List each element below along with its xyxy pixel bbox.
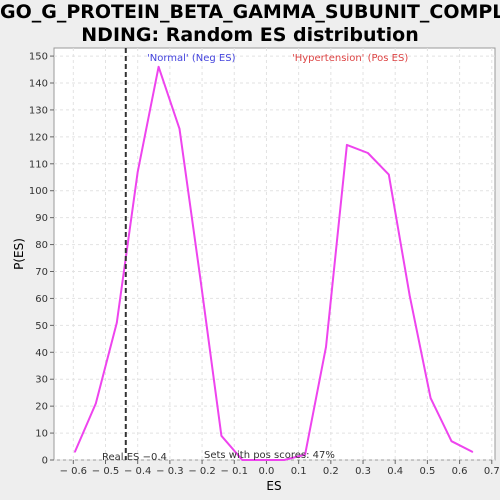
data-point — [304, 453, 306, 456]
y-tick-label: 60 — [35, 294, 48, 305]
data-point — [408, 294, 411, 297]
x-axis-label: ES — [266, 479, 281, 493]
data-point — [471, 451, 474, 453]
data-point — [346, 144, 348, 146]
y-tick-label: 30 — [35, 375, 48, 386]
y-tick-label: 140 — [29, 79, 48, 90]
x-tick-label: − 0.5 — [92, 466, 119, 477]
x-tick-label: 0.0 — [258, 466, 274, 477]
x-tick-label: − 0.3 — [156, 466, 183, 477]
y-tick-label: 20 — [35, 402, 48, 413]
x-tick-label: 0.1 — [291, 466, 307, 477]
y-axis: 0 10 20 30 40 50 60 70 80 90 100 110 120 130 140 150 — [29, 52, 54, 467]
y-tick-label: 80 — [35, 240, 48, 251]
series-group — [73, 65, 474, 461]
y-tick-label: 0 — [42, 456, 48, 467]
neg-es-label: 'Normal' (Neg ES) — [147, 53, 236, 64]
data-point — [450, 440, 453, 442]
x-tick-label: 0.7 — [484, 466, 500, 477]
data-point — [74, 451, 76, 453]
real-es-label: Real ES −0.4 — [102, 452, 167, 463]
y-tick-label: 110 — [29, 159, 48, 170]
data-point — [136, 171, 139, 173]
data-point — [95, 402, 97, 405]
data-point — [262, 459, 265, 461]
x-tick-label: 0.5 — [419, 466, 435, 477]
chart-title-line-2: NDING: Random ES distribution — [81, 24, 419, 46]
x-tick-label: 0.4 — [387, 466, 403, 477]
pos-scores-label: Sets with pos scores: 47% — [204, 450, 335, 461]
x-tick-label: 0.2 — [323, 466, 339, 477]
x-tick-label: − 0.2 — [188, 466, 215, 477]
data-point — [199, 278, 202, 281]
y-axis-label: P(ES) — [12, 238, 26, 270]
y-tick-label: 120 — [29, 132, 48, 143]
y-tick-label: 70 — [35, 267, 48, 278]
data-point — [178, 127, 181, 130]
data-point — [367, 152, 369, 154]
data-point — [241, 459, 244, 461]
data-point — [283, 459, 285, 461]
chart-title-line-1: GO_G_PROTEIN_BETA_GAMMA_SUBUNIT_COMPLEX_… — [0, 1, 500, 23]
y-tick-label: 40 — [35, 348, 48, 359]
y-tick-label: 150 — [29, 52, 48, 63]
data-point — [429, 397, 432, 399]
plot-area — [53, 47, 496, 461]
chart-title: GO_G_PROTEIN_BETA_GAMMA_SUBUNIT_COMPLEX_… — [0, 1, 500, 47]
y-tick-label: 10 — [35, 429, 48, 440]
x-tick-label: − 0.4 — [124, 466, 151, 477]
data-point — [387, 173, 390, 176]
data-point — [325, 346, 327, 348]
data-point — [157, 66, 160, 68]
x-tick-label: − 0.1 — [221, 466, 248, 477]
y-tick-label: 50 — [35, 321, 48, 332]
y-tick-label: 130 — [29, 105, 48, 116]
es-distribution-line — [73, 65, 473, 461]
data-point — [220, 434, 223, 437]
y-tick-label: 100 — [29, 186, 48, 197]
x-tick-label: − 0.6 — [60, 466, 87, 477]
y-tick-label: 90 — [35, 213, 48, 224]
pos-es-label: 'Hypertension' (Pos ES) — [292, 53, 408, 64]
data-point — [115, 321, 118, 324]
x-tick-label: 0.6 — [452, 466, 468, 477]
x-tick-label: 0.3 — [355, 466, 371, 477]
x-axis: − 0.6 − 0.5 − 0.4 − 0.3 − 0.2 − 0.1 0.0 0.1 0.2 0… — [60, 460, 500, 477]
grid-lines — [54, 48, 495, 461]
